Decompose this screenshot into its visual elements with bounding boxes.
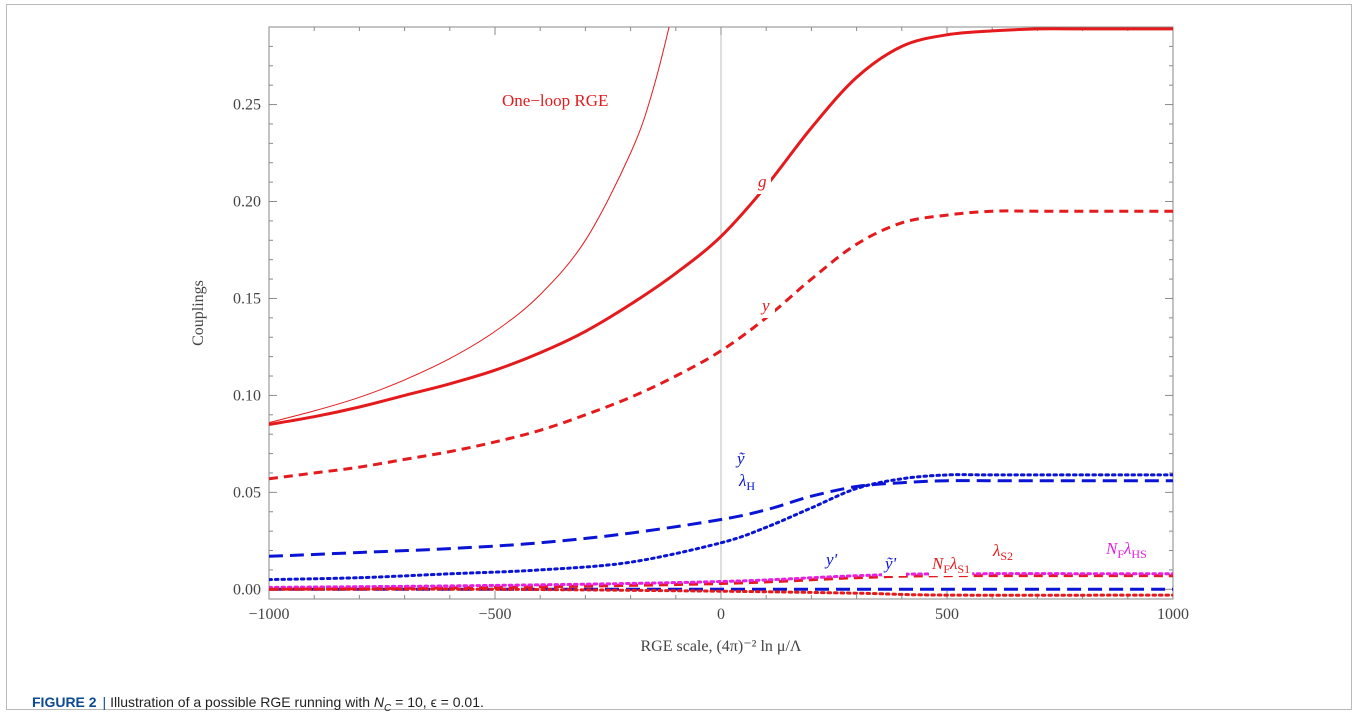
series-line-λH (269, 473, 1173, 582)
x-tick-label: 0 (717, 606, 725, 623)
curve-label-bg (929, 554, 973, 576)
curve-label-bg (755, 172, 771, 194)
x-tick-label: −1000 (248, 606, 289, 623)
x-tick-label: 1000 (1157, 606, 1189, 623)
curve-label: λH (738, 471, 755, 493)
y-tick-label: 0.15 (233, 290, 261, 307)
y-tick-label: 0.10 (233, 387, 261, 404)
y-tick-label: 0.20 (233, 194, 261, 211)
x-tick-label: 500 (935, 606, 959, 623)
series-line-ỹ (269, 479, 1173, 558)
caption-math: N (373, 694, 385, 710)
series-line-g (269, 27, 1173, 426)
figure-frame: −1000 −500 0 500 1000 0.00 0.05 0.10 0.15 0.20 0.2… (6, 4, 1352, 714)
curve-label: y' (824, 550, 838, 569)
series-line-One−loop RGE (269, 27, 670, 424)
curve-label-bg (759, 296, 775, 318)
curve-label: ỹ' (883, 554, 897, 573)
series-line-NFλS1 (269, 587, 1173, 597)
curve-label: λS2 (992, 541, 1013, 563)
curve-label: y (760, 296, 770, 315)
curve-label-bg (990, 541, 1019, 563)
y-tick-label: 0.05 (233, 484, 261, 501)
series-line-NFλHS (269, 572, 1173, 589)
one-loop-annotation: One−loop RGE (502, 91, 608, 110)
chart: −1000 −500 0 500 1000 0.00 0.05 0.10 0.15 0.20 0.2… (190, 26, 1189, 655)
y-tick-label: 0.00 (233, 581, 261, 598)
figure-label: FIGURE 2 (32, 694, 97, 710)
caption-separator: | (102, 694, 107, 710)
curve-label-bg (1103, 539, 1147, 561)
curve-label-bg (882, 554, 906, 576)
curve-label: ỹ (735, 449, 745, 468)
curve-label: g (758, 172, 767, 191)
caption-text-after: = 10, ϵ = 0.01. (391, 694, 484, 710)
curve-label-bg (734, 449, 750, 471)
series-line-y (269, 209, 1173, 481)
x-tick-label: −500 (478, 606, 511, 623)
figure-caption: FIGURE 2 | Illustration of a possible RGE… (32, 694, 484, 714)
curve-label-bg (823, 550, 847, 572)
y-axis-label: Couplings (190, 280, 207, 346)
x-axis-label: RGE scale, (4π)⁻² ln μ/Λ (640, 638, 801, 655)
curve-label: NFλS1 (931, 554, 970, 576)
caption-math-sub: C (384, 702, 392, 714)
curve-label: NFλHS (1105, 539, 1147, 561)
caption-text: Illustration of a possible RGE running w… (110, 694, 374, 710)
y-tick-label: 0.25 (233, 97, 261, 114)
curve-label-bg (736, 471, 759, 493)
